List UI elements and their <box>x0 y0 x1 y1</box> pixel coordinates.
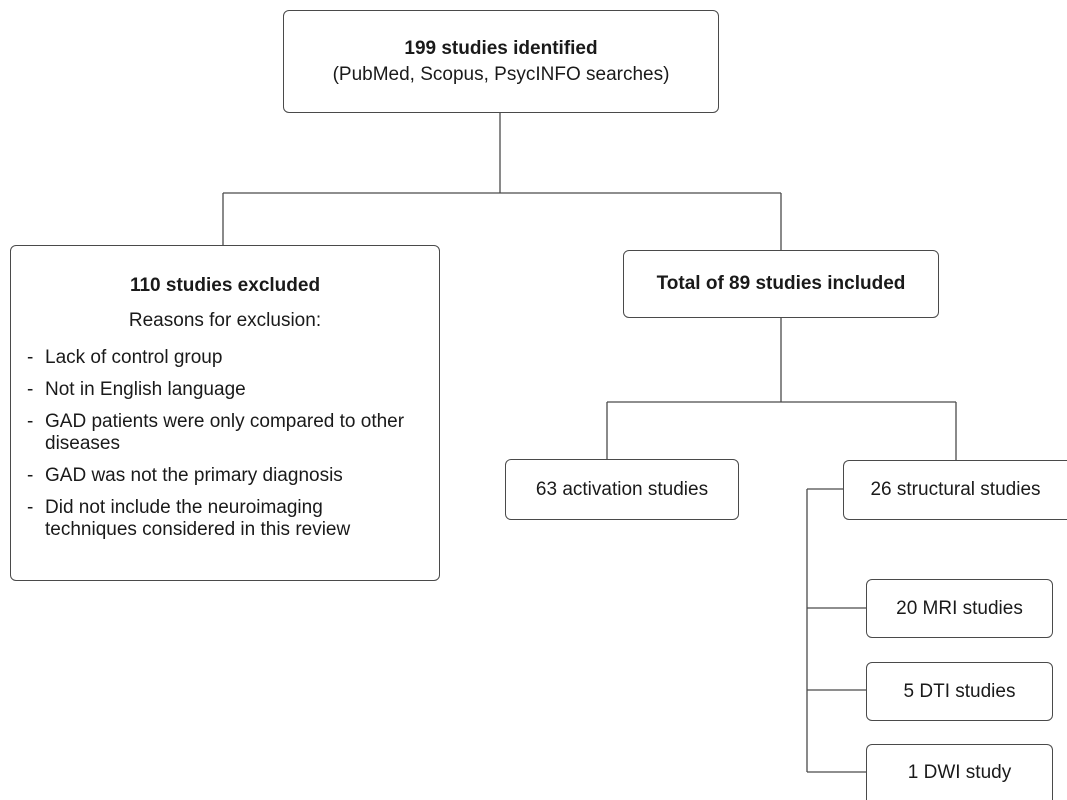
identified-subtitle: (PubMed, Scopus, PsycINFO searches) <box>332 63 670 85</box>
excluded-subtitle: Reasons for exclusion: <box>128 310 322 331</box>
excluded-box: 110 studies excluded Reasons for exclusi… <box>10 245 440 581</box>
exclusion-reasons-list: - Lack of control group - Not in English l… <box>19 347 419 551</box>
structural-label: 26 structural studies <box>870 479 1041 501</box>
dwi-label: 1 DWI study <box>907 761 1012 783</box>
activation-box: 63 activation studies <box>505 459 739 520</box>
dti-label: 5 DTI studies <box>903 680 1016 702</box>
exclusion-reason: - GAD patients were only compared to othe… <box>27 411 405 454</box>
structural-box: 26 structural studies <box>843 460 1067 520</box>
included-title: Total of 89 studies included <box>656 273 906 295</box>
dti-box: 5 DTI studies <box>866 662 1053 721</box>
exclusion-reason: - Did not include the neuroimaging techni… <box>27 497 351 540</box>
dwi-box: 1 DWI study <box>866 744 1053 800</box>
exclusion-reason: - Lack of control group <box>27 347 223 368</box>
mri-box: 20 MRI studies <box>866 579 1053 638</box>
activation-label: 63 activation studies <box>535 478 709 500</box>
mri-label: 20 MRI studies <box>896 597 1023 619</box>
exclusion-reason: - GAD was not the primary diagnosis <box>27 465 343 486</box>
included-box: Total of 89 studies included <box>623 250 939 318</box>
identified-title: 199 studies identified <box>404 37 598 59</box>
exclusion-reason: - Not in English language <box>27 379 246 400</box>
identified-box: 199 studies identified (PubMed, Scopus, … <box>283 10 719 113</box>
excluded-title: 110 studies excluded <box>129 275 321 296</box>
